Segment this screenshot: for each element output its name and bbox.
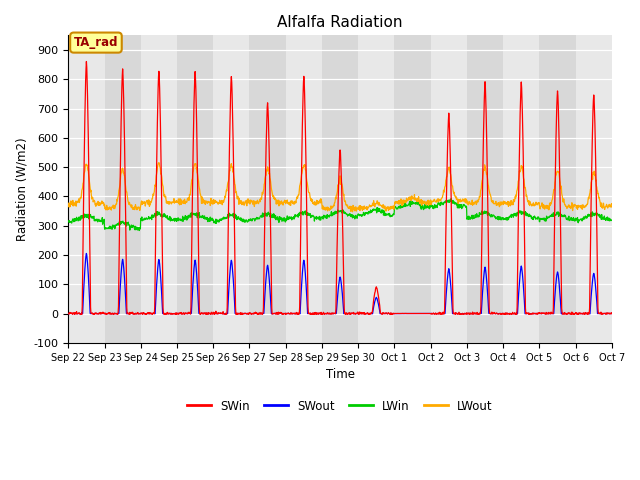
Bar xyxy=(467,36,503,343)
Y-axis label: Radiation (W/m2): Radiation (W/m2) xyxy=(15,137,28,241)
X-axis label: Time: Time xyxy=(326,368,355,381)
Bar xyxy=(213,36,250,343)
Text: TA_rad: TA_rad xyxy=(74,36,118,49)
Bar xyxy=(322,36,358,343)
Bar xyxy=(575,36,612,343)
Bar xyxy=(431,36,467,343)
Legend: SWin, SWout, LWin, LWout: SWin, SWout, LWin, LWout xyxy=(183,395,497,417)
Bar xyxy=(285,36,322,343)
Bar xyxy=(68,36,104,343)
Bar xyxy=(177,36,213,343)
Bar xyxy=(503,36,540,343)
Title: Alfalfa Radiation: Alfalfa Radiation xyxy=(277,15,403,30)
Bar xyxy=(141,36,177,343)
Bar xyxy=(104,36,141,343)
Bar xyxy=(540,36,575,343)
Bar xyxy=(358,36,394,343)
Bar xyxy=(394,36,431,343)
Bar xyxy=(250,36,285,343)
